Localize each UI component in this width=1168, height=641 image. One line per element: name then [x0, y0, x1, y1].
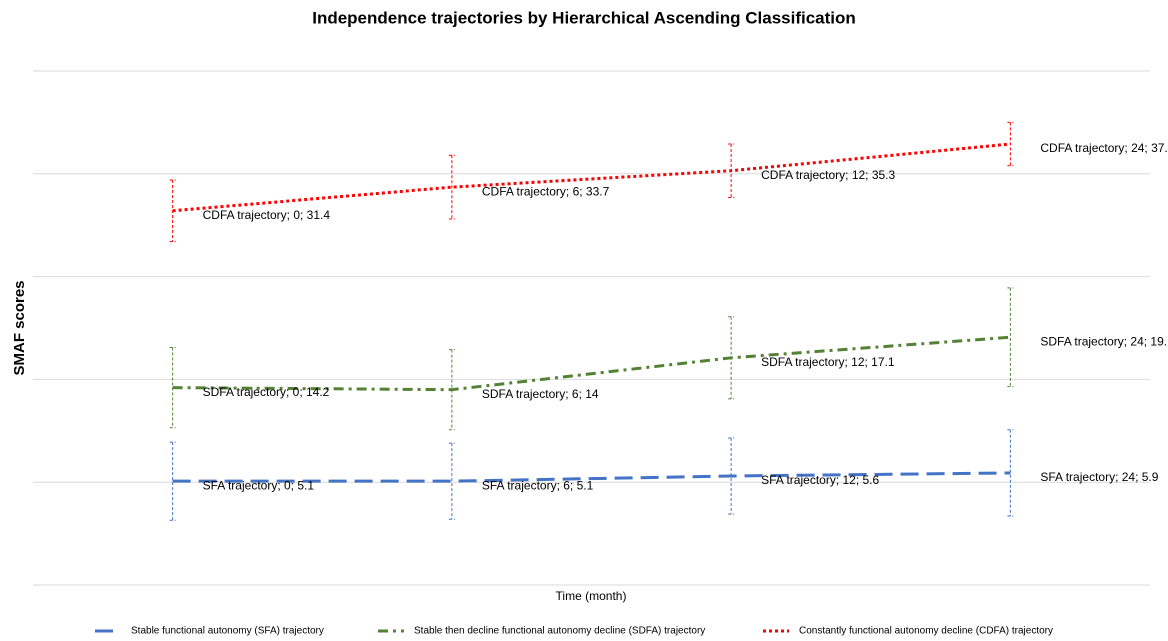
error-bar — [728, 437, 735, 515]
data-label: SFA trajectory; 12; 5.6 — [761, 473, 879, 487]
y-axis-label: SMAF scores — [11, 280, 28, 375]
data-label: SDFA trajectory; 0; 14.2 — [203, 385, 330, 399]
data-label: SFA trajectory; 6; 5.1 — [482, 478, 594, 492]
data-label: SDFA trajectory; 12; 17.1 — [761, 355, 895, 369]
legend-label: Stable functional autonomy (SFA) traject… — [131, 626, 324, 637]
data-label: SDFA trajectory; 24; 19.1 — [1040, 334, 1168, 348]
error-bar — [448, 154, 455, 220]
series-line — [172, 471, 1011, 483]
data-label: CDFA trajectory; 0; 31.4 — [203, 208, 331, 222]
legend-label: Stable then decline functional autonomy … — [414, 626, 705, 637]
x-axis-label: Time (month) — [556, 589, 627, 603]
error-bar — [1007, 287, 1014, 388]
series-line — [172, 335, 1011, 392]
data-label: SDFA trajectory; 6; 14 — [482, 387, 599, 401]
error-bar — [448, 442, 455, 520]
data-label: SFA trajectory; 0; 5.1 — [203, 478, 315, 492]
error-bar — [1007, 429, 1014, 517]
data-label: CDFA trajectory; 12; 35.3 — [761, 168, 895, 182]
chart-title: Independence trajectories by Hierarchica… — [312, 8, 856, 27]
data-label: SFA trajectory; 24; 5.9 — [1040, 470, 1158, 484]
error-bar — [169, 441, 176, 521]
data-label: CDFA trajectory; 24; 37.9 — [1040, 141, 1168, 155]
data-label: CDFA trajectory; 6; 33.7 — [482, 184, 610, 198]
legend-label: Constantly functional autonomy decline (… — [799, 626, 1053, 637]
series-line — [172, 142, 1011, 213]
